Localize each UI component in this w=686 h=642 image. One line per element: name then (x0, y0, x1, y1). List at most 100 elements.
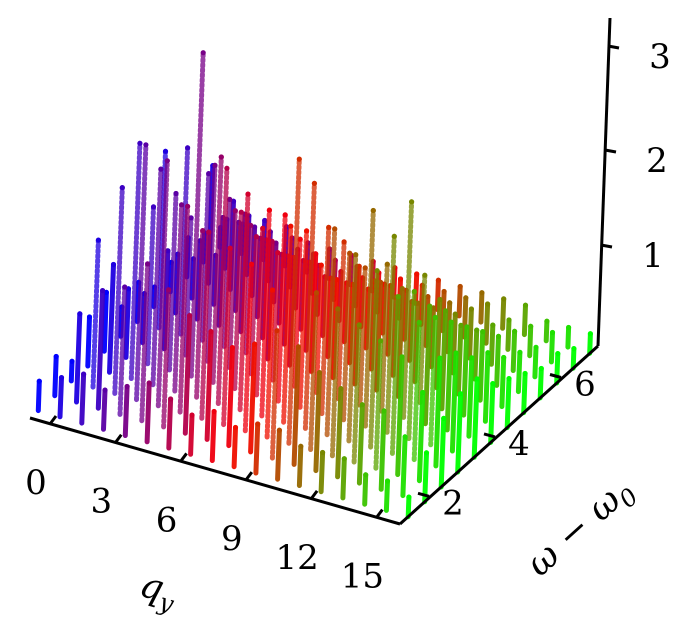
spike-tip-q14-w0 (341, 456, 347, 462)
spike-tip-q0-w2 (69, 358, 75, 364)
spike-tip-q10-w4 (326, 224, 332, 230)
spike-tip-q16-w1 (402, 434, 408, 440)
spike-tip-q11-w9 (425, 294, 431, 300)
x-tick-label-9: 9 (221, 519, 243, 559)
spike-q13-w5 (401, 199, 415, 420)
x-tick-9 (244, 471, 254, 482)
spike-q11-w2 (308, 290, 319, 452)
spike-tip-q14-w7 (458, 322, 464, 328)
spike-tip-q1-w3 (110, 261, 117, 268)
spike-tip-q0-w1 (53, 353, 59, 360)
spike-tip-q16-w4 (453, 350, 459, 356)
spike-q4-w1 (139, 261, 151, 424)
spike-q13-w6 (417, 272, 428, 406)
spike-tip-q17-w6 (506, 376, 512, 382)
spike-q13-w9 (467, 306, 474, 361)
spike-q17-w2 (438, 415, 447, 490)
spike-q2-w4 (145, 204, 156, 367)
spike-tip-q13-w5 (409, 199, 415, 205)
spike-q0-w0 (35, 378, 42, 414)
spike-q13-w11 (500, 296, 507, 331)
spike-q11-w0 (275, 427, 282, 482)
spike-q3-w4 (167, 191, 179, 373)
spike-q5-w5 (227, 208, 238, 370)
spike-tip-q12-w7 (415, 300, 421, 306)
spike-tip-q11-w4 (347, 250, 353, 256)
spike-tip-q16-w11 (566, 324, 572, 331)
y-tick-2 (417, 491, 430, 498)
spike-q7-w1 (204, 329, 214, 442)
spike-tip-q15-w4 (432, 314, 438, 320)
spike-q8-w4 (275, 212, 288, 404)
spike-tip-q15-w0 (363, 472, 369, 478)
spike-tip-q12-w6 (399, 286, 405, 292)
y-tick-label-4: 4 (508, 424, 530, 464)
spike-q16-w1 (400, 434, 408, 499)
spike-q4-w5 (205, 162, 218, 364)
spike-q7-w0 (188, 412, 195, 457)
spike-q9-w0 (231, 425, 238, 470)
spike-tip-q9-w4 (304, 228, 310, 234)
spike-tip-q15-w11 (544, 318, 550, 324)
spike-q5-w0 (144, 380, 152, 445)
spike-tip-q17-w11 (587, 331, 594, 337)
x-tick-15 (375, 508, 384, 519)
spike-tip-q15-w9 (511, 328, 518, 334)
spike-q13-w2 (351, 322, 362, 465)
spike-tip-q10-w5 (341, 239, 347, 245)
spike-tip-q2-w1 (100, 288, 106, 294)
spike-q14-w8 (472, 327, 480, 382)
spike-tip-q6-w0 (168, 396, 174, 402)
spike-tip-q4-w2 (164, 158, 170, 164)
spike-tip-q11-w5 (362, 265, 368, 271)
x-axis-title: qy (134, 564, 182, 618)
spike-q6-w1 (182, 313, 193, 436)
spike-tip-q12-w10 (463, 295, 469, 301)
y-tick-label-6: 6 (574, 365, 596, 405)
spike-q0-w4 (101, 289, 109, 354)
spike-tip-q1-w0 (58, 375, 65, 381)
spike-q15-w0 (362, 472, 369, 507)
spike-q7-w4 (254, 225, 266, 398)
spike-q14-w5 (422, 303, 433, 427)
spike-q8-w2 (242, 261, 254, 434)
spike-tip-q11-w10 (441, 288, 447, 295)
spike-tip-q17-w2 (441, 415, 447, 421)
spike-tip-q11-w0 (276, 427, 282, 433)
spike-tip-q2-w5 (165, 248, 171, 254)
spike-q13-w3 (368, 268, 380, 450)
spike-tip-q3-w6 (206, 171, 212, 177)
spike-tip-q13-w9 (468, 306, 474, 312)
spike-tip-q13-w7 (437, 296, 443, 303)
spike-q1-w4 (123, 286, 131, 360)
spike-q15-w3 (411, 319, 422, 463)
spike-q10-w4 (319, 224, 332, 417)
spike-q14-w4 (406, 289, 417, 441)
spike-tip-q5-w5 (232, 208, 238, 214)
spike-tip-q2-w0 (81, 371, 87, 377)
spike-q2-w3 (128, 140, 143, 381)
x-tick-0 (48, 415, 58, 425)
spike-tip-q7-w4 (260, 225, 266, 231)
spike-tip-q7-w1 (208, 329, 214, 335)
spike-q16-w6 (482, 350, 491, 424)
spike-q10-w2 (286, 156, 302, 446)
spike-q2-w1 (95, 288, 106, 411)
spike-tip-q11-w3 (332, 226, 338, 232)
spike-q15-w5 (444, 319, 454, 433)
spike-tip-q14-w6 (442, 308, 449, 314)
spike-q4-w0 (122, 384, 130, 438)
spike-tip-q10-w3 (311, 180, 317, 186)
spike-q11-w11 (456, 284, 463, 319)
spike-tip-q13-w4 (391, 233, 397, 239)
spike-tip-q9-w1 (252, 341, 258, 347)
spike-tip-q12-w3 (353, 252, 359, 258)
spike-q13-w10 (483, 301, 491, 346)
x-tick-6 (179, 452, 188, 463)
spike-q0-w3 (85, 314, 92, 369)
spike-q16-w4 (449, 350, 459, 454)
spike-tip-q17-w1 (423, 450, 430, 456)
spike-q12-w2 (329, 306, 341, 459)
spike-tip-q10-w6 (356, 263, 362, 269)
